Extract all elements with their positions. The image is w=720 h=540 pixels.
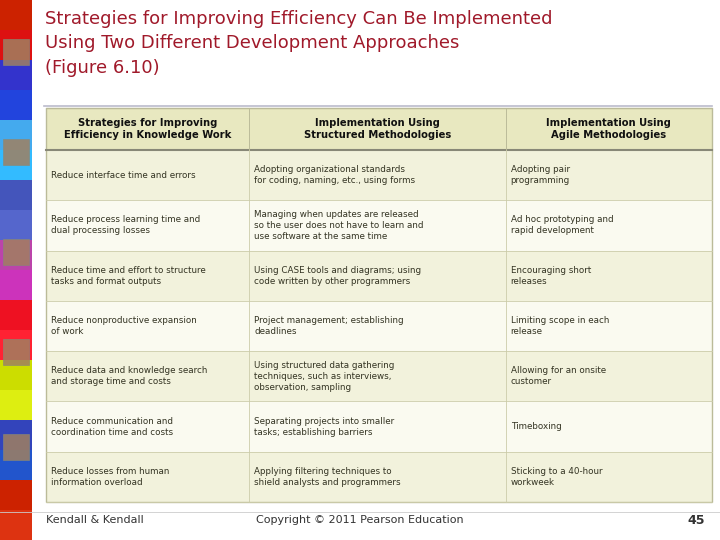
Text: Implementation Using
Agile Methodologies: Implementation Using Agile Methodologies <box>546 118 671 140</box>
Bar <box>0 180 32 210</box>
FancyBboxPatch shape <box>3 39 29 65</box>
Bar <box>0 480 32 510</box>
Text: Using structured data gathering
techniques, such as interviews,
observation, sam: Using structured data gathering techniqu… <box>254 361 395 392</box>
Bar <box>46 108 712 502</box>
Bar <box>46 200 712 251</box>
Text: Allowing for an onsite
customer: Allowing for an onsite customer <box>510 366 606 386</box>
Text: Reduce time and effort to structure
tasks and format outputs: Reduce time and effort to structure task… <box>51 266 206 286</box>
Text: Reduce process learning time and
dual processing losses: Reduce process learning time and dual pr… <box>51 215 200 235</box>
Bar <box>46 251 712 301</box>
Text: Reduce nonproductive expansion
of work: Reduce nonproductive expansion of work <box>51 316 197 336</box>
Text: Copyright © 2011 Pearson Education: Copyright © 2011 Pearson Education <box>256 515 464 525</box>
Bar <box>0 330 32 360</box>
Bar <box>0 240 32 270</box>
Bar <box>46 401 712 452</box>
FancyBboxPatch shape <box>3 339 29 365</box>
Text: Applying filtering techniques to
shield analysts and programmers: Applying filtering techniques to shield … <box>254 467 401 487</box>
Bar <box>0 0 32 30</box>
Bar <box>0 30 32 60</box>
Bar <box>0 390 32 420</box>
Text: Strategies for Improving
Efficiency in Knowledge Work: Strategies for Improving Efficiency in K… <box>64 118 231 140</box>
Text: Limiting scope in each
release: Limiting scope in each release <box>510 316 609 336</box>
Text: Project management; establishing
deadlines: Project management; establishing deadlin… <box>254 316 404 336</box>
FancyBboxPatch shape <box>3 239 29 265</box>
Text: Separating projects into smaller
tasks; establishing barriers: Separating projects into smaller tasks; … <box>254 416 395 437</box>
Text: Reduce data and knowledge search
and storage time and costs: Reduce data and knowledge search and sto… <box>51 366 207 386</box>
Text: Encouraging short
releases: Encouraging short releases <box>510 266 591 286</box>
Bar <box>0 150 32 180</box>
Text: Strategies for Improving Efficiency Can Be Implemented
Using Two Different Devel: Strategies for Improving Efficiency Can … <box>45 10 552 77</box>
Bar <box>0 300 32 330</box>
Bar <box>46 351 712 401</box>
Bar <box>0 420 32 450</box>
Bar <box>0 450 32 480</box>
Bar <box>0 210 32 240</box>
Text: Reduce interface time and errors: Reduce interface time and errors <box>51 171 196 180</box>
Text: 45: 45 <box>688 514 705 526</box>
Text: Sticking to a 40-hour
workweek: Sticking to a 40-hour workweek <box>510 467 602 487</box>
Text: Kendall & Kendall: Kendall & Kendall <box>46 515 144 525</box>
Bar <box>0 270 32 300</box>
Bar <box>0 90 32 120</box>
Text: Using CASE tools and diagrams; using
code written by other programmers: Using CASE tools and diagrams; using cod… <box>254 266 421 286</box>
Text: Managing when updates are released
so the user does not have to learn and
use so: Managing when updates are released so th… <box>254 210 423 241</box>
Bar <box>46 301 712 351</box>
FancyBboxPatch shape <box>3 434 29 460</box>
Text: Reduce communication and
coordination time and costs: Reduce communication and coordination ti… <box>51 416 173 437</box>
Bar <box>46 452 712 502</box>
Bar <box>46 108 712 150</box>
Text: Adopting pair
programming: Adopting pair programming <box>510 165 570 185</box>
Bar <box>0 360 32 390</box>
Text: Reduce losses from human
information overload: Reduce losses from human information ove… <box>51 467 169 487</box>
Text: Ad hoc prototyping and
rapid development: Ad hoc prototyping and rapid development <box>510 215 613 235</box>
FancyBboxPatch shape <box>3 139 29 165</box>
Bar <box>0 120 32 150</box>
Text: Timeboxing: Timeboxing <box>510 422 562 431</box>
Bar <box>0 60 32 90</box>
Bar <box>46 108 712 502</box>
Text: Adopting organizational standards
for coding, naming, etc., using forms: Adopting organizational standards for co… <box>254 165 415 185</box>
Text: Implementation Using
Structured Methodologies: Implementation Using Structured Methodol… <box>304 118 451 140</box>
Bar <box>46 150 712 200</box>
Bar <box>0 510 32 540</box>
